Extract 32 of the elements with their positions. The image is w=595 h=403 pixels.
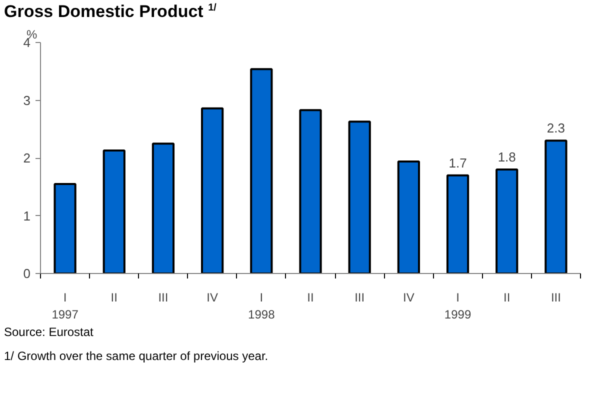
bar — [446, 174, 470, 274]
bar — [250, 68, 273, 274]
x-tick-label: I 1999 — [444, 290, 472, 322]
data-label: 1.7 — [448, 155, 467, 170]
x-tick-label: II — [504, 290, 510, 304]
bar — [102, 149, 126, 274]
bar — [496, 168, 518, 274]
y-tick-label: 1 — [23, 208, 31, 224]
bar — [397, 160, 420, 274]
y-tick-label: 3 — [23, 92, 31, 108]
y-tick-label: 2 — [23, 150, 31, 166]
source-note: Source: Eurostat — [4, 325, 94, 339]
bar — [201, 107, 224, 274]
x-tick-label: II — [110, 290, 118, 304]
bar — [544, 140, 568, 274]
chart-title: Gross Domestic Product $^{1/}$ — [4, 2, 216, 21]
bar — [348, 120, 371, 274]
x-tick-label: III — [158, 290, 168, 304]
x-tick-label: IV — [403, 290, 414, 304]
x-tick-label: I 1997 — [52, 290, 79, 322]
y-tick-label: 0 — [23, 266, 31, 281]
data-label: 1.8 — [498, 150, 516, 165]
bar — [152, 142, 175, 274]
text: 1/ Growth over the same quarter of previous year. — [4, 349, 268, 363]
x-tick-label: II — [307, 290, 314, 304]
x-tick-label: IV — [206, 290, 218, 304]
x-tick-label: III — [550, 290, 561, 304]
bar — [299, 109, 322, 274]
x-tick-label: III — [354, 290, 365, 304]
x-tick-label: I 1998 — [248, 290, 276, 322]
data-label: 2.3 — [546, 120, 565, 136]
bar — [54, 182, 76, 274]
